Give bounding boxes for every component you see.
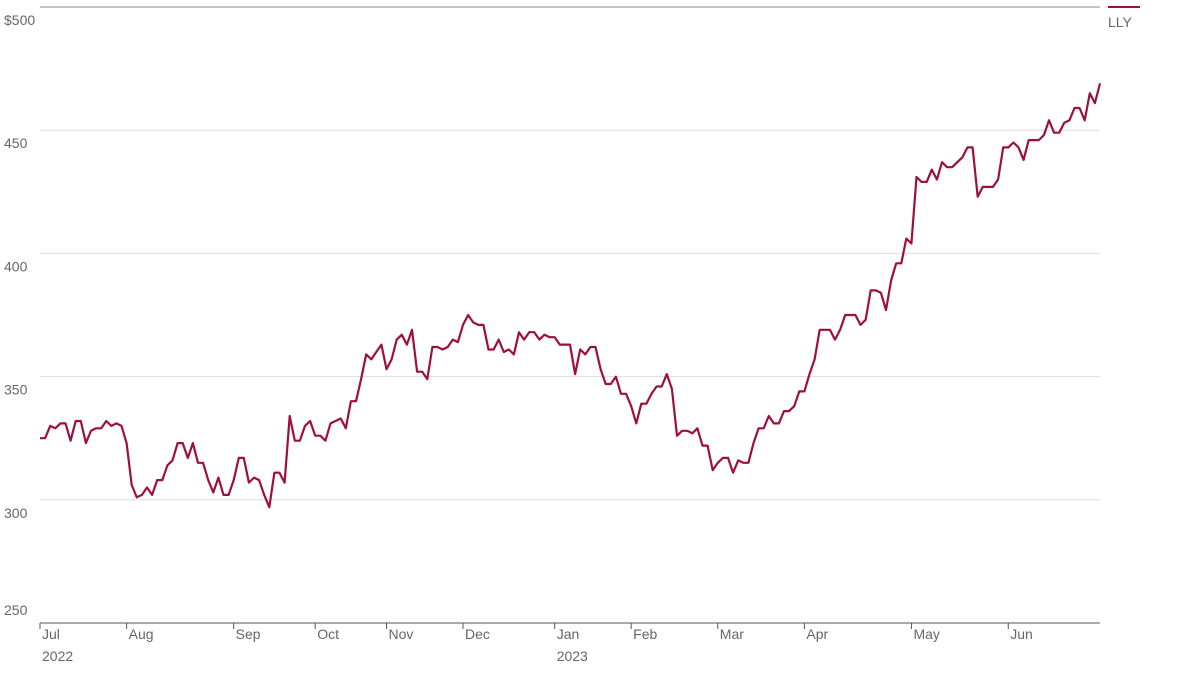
- x-tick-label: Jun: [1010, 626, 1033, 642]
- x-tick-label: Feb: [633, 626, 657, 642]
- y-tick-label: $500: [4, 12, 35, 28]
- x-year-label: 2022: [42, 648, 73, 664]
- x-tick-label: Oct: [317, 626, 339, 642]
- x-tick-label: Nov: [389, 626, 414, 642]
- line-series: [40, 83, 1102, 509]
- y-tick-label: 350: [4, 382, 28, 398]
- x-tick-label: May: [913, 626, 939, 642]
- x-tick-label: Mar: [720, 626, 744, 642]
- y-tick-label: 450: [4, 135, 28, 151]
- x-tick-label: Jan: [557, 626, 580, 642]
- x-tick-label: Sep: [236, 626, 261, 642]
- y-tick-label: 300: [4, 505, 28, 521]
- x-tick-label: Jul: [42, 626, 60, 642]
- x-tick-label: Apr: [806, 626, 828, 642]
- legend-label: LLY: [1108, 14, 1133, 30]
- x-tick-label: Aug: [129, 626, 154, 642]
- x-year-label: 2023: [557, 648, 588, 664]
- x-tick-label: Dec: [465, 626, 490, 642]
- y-tick-label: 400: [4, 258, 28, 274]
- y-tick-label: 250: [4, 602, 28, 618]
